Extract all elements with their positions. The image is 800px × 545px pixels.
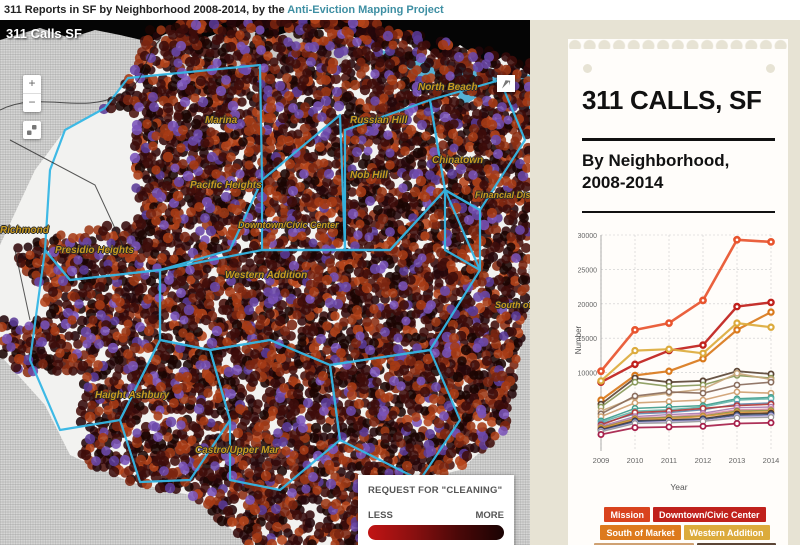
svg-text:30000: 30000 (578, 233, 597, 240)
